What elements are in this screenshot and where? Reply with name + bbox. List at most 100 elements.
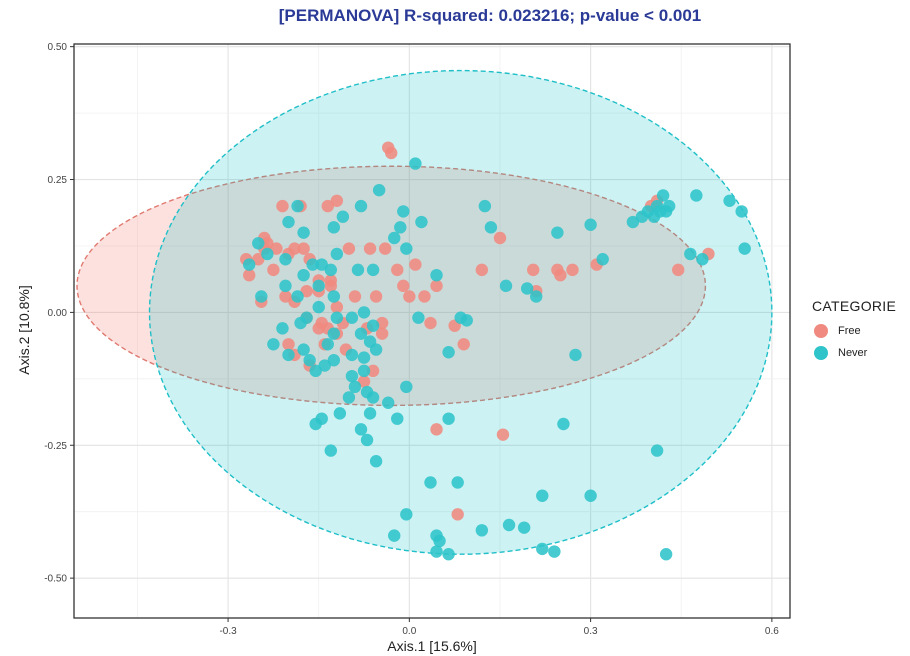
point-never	[333, 407, 347, 420]
point-never	[318, 359, 331, 372]
point-never	[391, 412, 404, 425]
x-tick-label: -0.3	[219, 626, 237, 637]
point-never	[626, 215, 640, 229]
point-never	[557, 417, 570, 431]
point-free	[261, 237, 274, 250]
y-tick-label: 0.50	[48, 42, 68, 53]
point-never	[502, 518, 516, 532]
point-never	[252, 237, 265, 250]
legend-key-never	[814, 346, 828, 360]
point-never	[662, 199, 676, 213]
point-never	[348, 380, 362, 394]
point-never	[327, 327, 341, 340]
point-never	[548, 545, 561, 558]
point-free	[369, 290, 383, 303]
point-free	[554, 268, 567, 282]
x-tick-label: 0.0	[402, 626, 416, 637]
point-free	[430, 279, 443, 293]
point-never	[312, 279, 325, 293]
point-never	[294, 316, 307, 330]
point-free	[330, 300, 344, 314]
point-never	[400, 508, 413, 521]
point-free	[270, 242, 283, 255]
y-tick-label: 0.00	[48, 308, 68, 319]
point-never	[372, 183, 386, 197]
point-never	[291, 199, 304, 213]
point-free	[672, 263, 685, 277]
point-never	[369, 343, 383, 356]
point-free	[324, 279, 337, 293]
point-never	[366, 319, 380, 332]
point-never	[650, 444, 664, 457]
point-never	[354, 423, 368, 436]
point-never	[363, 407, 377, 420]
point-never	[584, 218, 597, 231]
legend: CATEGORIE Free Never	[812, 298, 896, 364]
point-never	[735, 205, 748, 218]
point-never	[433, 534, 446, 548]
point-never	[279, 279, 292, 293]
legend-key-free	[814, 324, 828, 338]
point-never	[297, 343, 310, 356]
point-never	[315, 258, 328, 271]
point-never	[451, 476, 464, 489]
point-never	[596, 253, 609, 266]
point-never	[442, 412, 455, 425]
point-free	[252, 253, 265, 266]
plot-panel-border	[73, 43, 791, 619]
axes: -0.3 0.0 0.3 0.6 -0.50 -0.25 0.00 0.25 0.50	[44, 42, 779, 637]
point-free	[267, 263, 280, 277]
point-never	[442, 346, 455, 359]
point-free	[330, 194, 344, 207]
point-never	[536, 489, 549, 502]
point-never	[342, 391, 356, 404]
point-never	[261, 247, 274, 261]
point-free	[300, 284, 313, 298]
point-never	[282, 348, 295, 362]
point-never	[430, 545, 443, 558]
point-never	[366, 391, 380, 404]
point-never	[276, 322, 289, 335]
point-free	[430, 423, 443, 436]
point-never	[330, 247, 344, 261]
point-never	[381, 396, 395, 409]
grid-lines	[74, 44, 790, 618]
point-free	[297, 242, 310, 255]
legend-item-never: Never	[812, 342, 896, 364]
point-free	[276, 199, 289, 213]
point-never	[282, 215, 295, 229]
point-never	[357, 351, 371, 364]
point-never	[357, 364, 371, 378]
point-free	[279, 290, 292, 303]
point-never	[520, 282, 534, 295]
point-free	[527, 263, 540, 277]
point-never	[297, 226, 310, 239]
point-never	[475, 524, 489, 537]
point-never	[659, 548, 673, 561]
point-never	[366, 263, 380, 277]
point-never	[345, 311, 359, 324]
point-never	[345, 348, 359, 362]
point-never	[397, 205, 410, 218]
point-free	[357, 375, 371, 388]
point-free	[363, 242, 377, 255]
point-free	[451, 508, 464, 521]
point-free	[457, 338, 470, 351]
point-never	[400, 380, 413, 394]
point-never	[369, 455, 383, 468]
point-never	[327, 354, 341, 367]
point-never	[412, 311, 425, 324]
point-free	[348, 290, 362, 303]
point-free	[397, 279, 410, 293]
point-never	[297, 268, 310, 282]
x-tick-label: 0.6	[765, 626, 779, 637]
point-free	[424, 316, 437, 330]
point-free	[496, 428, 510, 441]
point-never	[400, 242, 413, 255]
point-never	[309, 417, 322, 431]
point-never	[354, 327, 368, 340]
point-never	[415, 215, 428, 229]
point-never	[517, 521, 531, 534]
point-never	[499, 279, 513, 293]
